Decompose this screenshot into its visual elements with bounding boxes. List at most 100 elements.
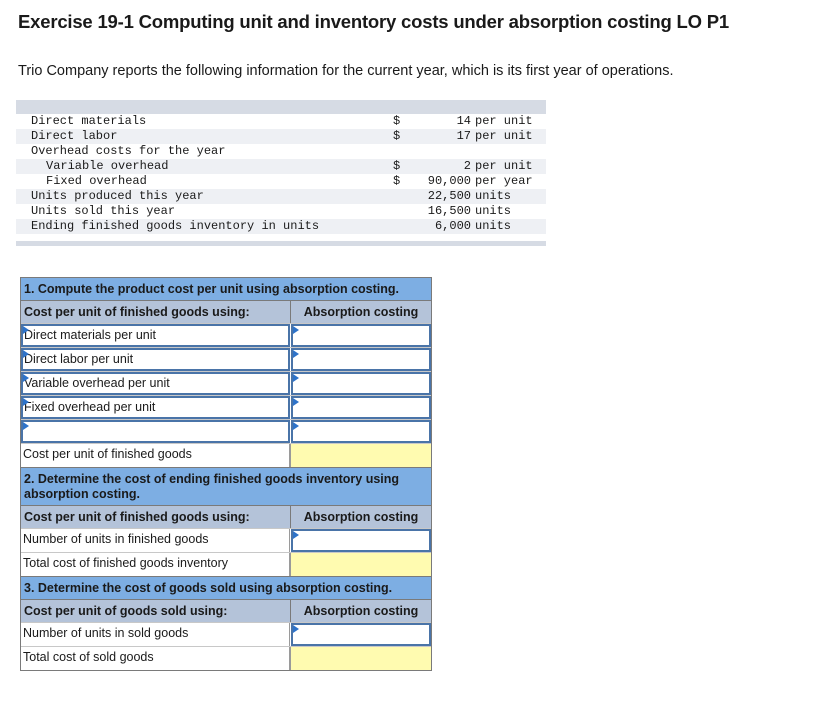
part2-title: 2. Determine the cost of ending finished… [21, 467, 431, 505]
data-value: 22,500 [413, 189, 475, 204]
amount-input-cell[interactable] [291, 324, 431, 347]
part1-row-direct-labor: Direct labor per unit [21, 347, 431, 371]
data-row: Units produced this year 22,500 units [16, 189, 546, 204]
data-label: Fixed overhead [16, 174, 393, 189]
currency-symbol: $ [393, 129, 413, 144]
column-header-absorption: Absorption costing [303, 604, 419, 618]
dropdown-marker-icon [23, 398, 29, 406]
finished-goods-units-input[interactable] [293, 531, 429, 550]
data-unit: units [475, 219, 546, 234]
data-row: Fixed overhead $ 90,000 per year [16, 174, 546, 189]
sold-goods-units-input[interactable] [293, 625, 429, 644]
data-unit: units [475, 204, 546, 219]
part3-row-units: Number of units in sold goods [21, 622, 431, 646]
amount-input-cell[interactable] [291, 396, 431, 419]
dropdown-marker-icon [23, 326, 29, 334]
data-unit: per year [475, 174, 546, 189]
amount-input-cell[interactable] [291, 420, 431, 443]
column-header-absorption: Absorption costing [303, 305, 419, 319]
data-value: 6,000 [413, 219, 475, 234]
column-header-absorption: Absorption costing [303, 510, 419, 524]
row-label: Cost per unit of finished goods [21, 444, 290, 467]
fixed-overhead-amount-input[interactable] [293, 398, 429, 417]
row-label: Number of units in sold goods [21, 623, 290, 646]
data-value: 14 [413, 114, 475, 129]
currency-symbol: $ [393, 159, 413, 174]
part3-title: 3. Determine the cost of goods sold usin… [21, 576, 431, 599]
table-top-band [16, 100, 546, 114]
column-header-label: Cost per unit of goods sold using: [21, 600, 291, 622]
row-label: Total cost of sold goods [21, 647, 290, 670]
data-unit: per unit [475, 159, 546, 174]
part1-column-header: Cost per unit of finished goods using: A… [21, 300, 431, 323]
data-value: 17 [413, 129, 475, 144]
data-row: Direct labor $ 17 per unit [16, 129, 546, 144]
label-dropdown[interactable] [21, 420, 290, 443]
amount-input-cell[interactable] [291, 623, 431, 646]
data-row: Overhead costs for the year [16, 144, 546, 159]
row-label: Direct labor per unit [24, 352, 134, 366]
variable-overhead-amount-input[interactable] [293, 374, 429, 393]
direct-materials-amount-input[interactable] [293, 326, 429, 345]
currency-symbol [393, 189, 413, 204]
currency-symbol [393, 144, 413, 159]
label-dropdown[interactable]: Direct labor per unit [21, 348, 290, 371]
blank-amount-input[interactable] [293, 422, 429, 441]
exercise-title: Exercise 19-1 Computing unit and invento… [18, 11, 729, 32]
dropdown-marker-icon [293, 422, 299, 430]
part2-column-header: Cost per unit of finished goods using: A… [21, 505, 431, 528]
column-header-label: Cost per unit of finished goods using: [21, 506, 291, 528]
data-label: Direct materials [16, 114, 393, 129]
row-label: Fixed overhead per unit [24, 400, 156, 414]
amount-input-cell[interactable] [291, 372, 431, 395]
row-label: Total cost of finished goods inventory [21, 553, 290, 576]
direct-labor-amount-input[interactable] [293, 350, 429, 369]
data-row: Variable overhead $ 2 per unit [16, 159, 546, 174]
data-unit: per unit [475, 114, 546, 129]
dropdown-marker-icon [293, 625, 299, 633]
sold-goods-total-cell [290, 647, 431, 670]
amount-input-cell[interactable] [291, 348, 431, 371]
currency-symbol [393, 204, 413, 219]
part2-row-total: Total cost of finished goods inventory [21, 552, 431, 576]
data-label: Units sold this year [16, 204, 393, 219]
dropdown-marker-icon [293, 398, 299, 406]
data-unit [475, 144, 546, 159]
finished-goods-total-cell [290, 553, 431, 576]
part1-row-total: Cost per unit of finished goods [21, 443, 431, 467]
currency-symbol [393, 219, 413, 234]
part1-row-fixed-overhead: Fixed overhead per unit [21, 395, 431, 419]
column-header-label: Cost per unit of finished goods using: [21, 301, 291, 323]
part1-row-variable-overhead: Variable overhead per unit [21, 371, 431, 395]
label-dropdown[interactable]: Direct materials per unit [21, 324, 290, 347]
data-row: Ending finished goods inventory in units… [16, 219, 546, 234]
data-label: Direct labor [16, 129, 393, 144]
part3-column-header: Cost per unit of goods sold using: Absor… [21, 599, 431, 622]
currency-symbol: $ [393, 114, 413, 129]
data-label: Ending finished goods inventory in units [16, 219, 393, 234]
data-label: Units produced this year [16, 189, 393, 204]
amount-input-cell[interactable] [291, 529, 431, 552]
row-label: Variable overhead per unit [24, 376, 170, 390]
label-dropdown[interactable]: Fixed overhead per unit [21, 396, 290, 419]
data-label: Overhead costs for the year [16, 144, 393, 159]
part1-row-direct-materials: Direct materials per unit [21, 323, 431, 347]
part3-row-total: Total cost of sold goods [21, 646, 431, 670]
intro-text: Trio Company reports the following infor… [18, 63, 674, 79]
part1-title: 1. Compute the product cost per unit usi… [21, 277, 431, 300]
data-unit: per unit [475, 129, 546, 144]
currency-symbol: $ [393, 174, 413, 189]
dropdown-marker-icon [23, 422, 29, 430]
data-value: 2 [413, 159, 475, 174]
dropdown-marker-icon [293, 326, 299, 334]
data-value [413, 144, 475, 159]
data-row: Units sold this year 16,500 units [16, 204, 546, 219]
given-data-table: Direct materials $ 14 per unit Direct la… [16, 100, 546, 246]
data-label: Variable overhead [16, 159, 393, 174]
part1-row-blank [21, 419, 431, 443]
part2-row-units: Number of units in finished goods [21, 528, 431, 552]
label-dropdown[interactable]: Variable overhead per unit [21, 372, 290, 395]
cost-per-unit-total-cell [290, 444, 431, 467]
data-unit: units [475, 189, 546, 204]
data-value: 16,500 [413, 204, 475, 219]
